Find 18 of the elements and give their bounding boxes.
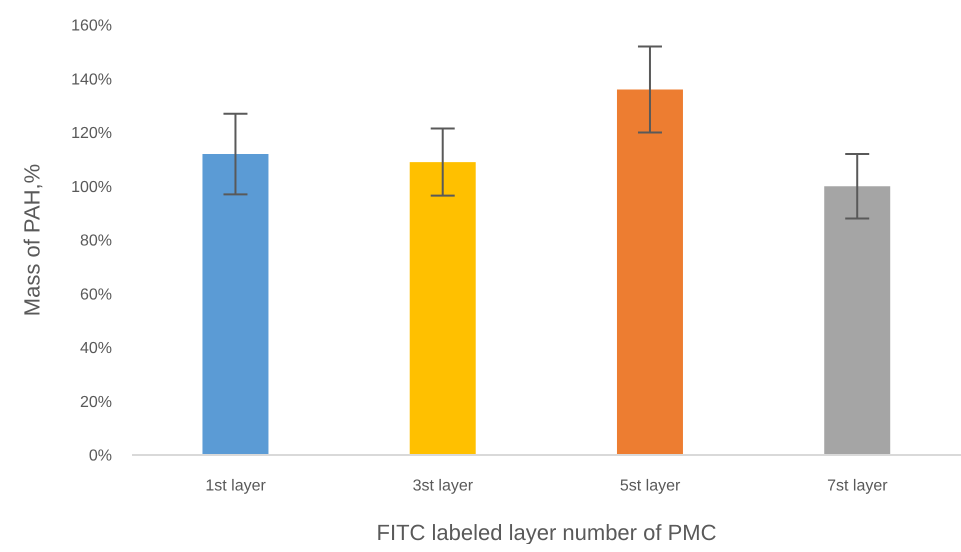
- y-tick-label: 40%: [80, 340, 112, 358]
- bar: [410, 162, 476, 455]
- y-axis-title: Mass of PAH,%: [20, 164, 44, 316]
- x-tick-label: 3st layer: [412, 477, 474, 494]
- y-tick-label: 20%: [80, 394, 112, 411]
- y-tick-label: 140%: [71, 71, 112, 88]
- y-tick-label: 80%: [80, 232, 112, 250]
- y-tick-label: 100%: [71, 178, 112, 196]
- bar: [202, 154, 268, 455]
- y-tick-label: 60%: [80, 286, 112, 304]
- x-tick-label: 1st layer: [205, 477, 267, 494]
- bar: [616, 90, 683, 455]
- x-tick-label: 7st layer: [827, 477, 888, 494]
- y-tick-label: 0%: [88, 448, 112, 465]
- x-tick-label: 5st layer: [620, 477, 682, 494]
- y-tick-label: 160%: [71, 18, 112, 35]
- bar: [824, 186, 890, 455]
- y-tick-label: 120%: [71, 125, 112, 142]
